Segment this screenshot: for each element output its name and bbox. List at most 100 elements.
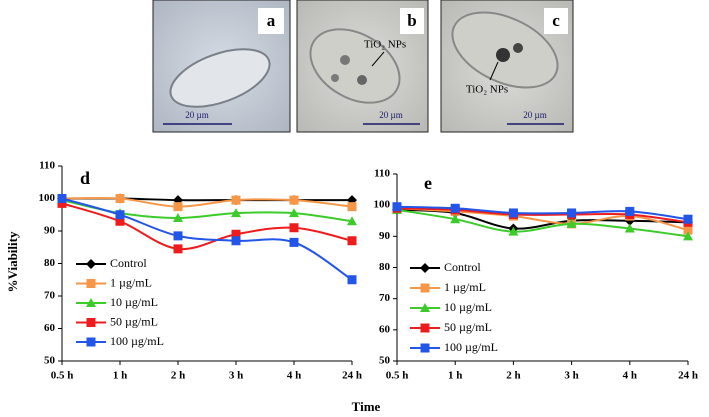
marker: [347, 236, 357, 246]
y-tick-label: 60: [379, 323, 391, 335]
label-box: [400, 8, 424, 34]
scale-label: 20 µm: [185, 110, 208, 120]
marker: [231, 236, 241, 246]
marker: [625, 206, 635, 216]
marker: [347, 202, 357, 212]
marker: [289, 208, 299, 218]
legend-label: 1 µg/mL: [444, 280, 486, 294]
x-tick-label: 3 h: [564, 370, 578, 382]
marker: [508, 208, 518, 218]
marker: [347, 275, 357, 285]
panel-label: e: [424, 173, 432, 193]
marker: [450, 203, 460, 213]
legend-label: Control: [444, 260, 481, 274]
panel-label: b: [407, 11, 416, 30]
particle: [340, 55, 350, 65]
marker: [392, 202, 402, 212]
x-tick-label: 2 h: [506, 370, 520, 382]
y-tick-label: 110: [39, 160, 55, 172]
y-tick-label: 80: [44, 257, 56, 269]
marker: [566, 218, 577, 228]
marker: [115, 210, 125, 220]
particle: [357, 75, 367, 85]
legend-marker: [420, 343, 430, 353]
series-line: [396, 208, 689, 238]
marker: [57, 198, 67, 208]
marker: [289, 237, 299, 247]
marker: [173, 202, 183, 212]
panel-label: a: [267, 11, 276, 30]
x-tick-label: 4 h: [287, 370, 301, 382]
marker: [231, 195, 241, 205]
marker: [231, 208, 241, 218]
legend-label: 10 µg/mL: [110, 295, 158, 309]
cell: [169, 48, 271, 108]
x-tick-label: 1 h: [113, 370, 127, 382]
x-tick-label: 3 h: [229, 370, 243, 382]
series-line: [396, 207, 689, 224]
x-tick-label: 24 h: [678, 370, 698, 382]
marker: [508, 226, 519, 236]
x-tick-label: 0.5 h: [386, 370, 409, 382]
scale-label: 20 µm: [379, 110, 402, 120]
legend-marker: [420, 303, 430, 312]
legend-marker: [86, 298, 96, 307]
legend-marker: [86, 318, 96, 327]
marker: [567, 208, 577, 218]
cell: [309, 28, 401, 104]
y-tick-label: 110: [374, 168, 390, 180]
legend-marker: [86, 279, 96, 288]
marker: [624, 223, 635, 233]
y-axis-label: %Viability: [5, 231, 20, 292]
legend-label: Control: [110, 256, 147, 270]
y-tick-label: 80: [379, 261, 391, 273]
legend-label: 50 µg/mL: [444, 320, 492, 334]
y-tick-label: 100: [374, 199, 391, 211]
scale-label: 20 µm: [523, 110, 546, 120]
marker: [231, 229, 241, 239]
y-tick-label: 50: [379, 355, 391, 367]
y-tick-label: 60: [44, 322, 56, 334]
marker: [173, 231, 183, 241]
particle: [496, 48, 510, 62]
legend-marker: [420, 283, 430, 293]
legend-marker: [86, 337, 96, 347]
annotation: TiO₂ NPs: [466, 84, 508, 96]
marker: [683, 231, 693, 241]
marker: [57, 194, 67, 203]
arrow: [371, 51, 385, 67]
marker: [289, 223, 299, 233]
marker: [115, 194, 125, 203]
micrograph: c TiO₂ NPs 20 µm: [440, 0, 574, 133]
micrograph: b TiO₂ NPs 20 µm: [296, 0, 429, 133]
marker: [173, 244, 183, 254]
legend-marker: [86, 259, 96, 269]
annotation: TiO₂ NPs: [364, 39, 406, 51]
x-tick-label: 0.5 h: [51, 370, 74, 382]
legend-marker: [420, 263, 430, 273]
series-line: [61, 197, 353, 281]
y-tick-label: 70: [379, 292, 391, 304]
panel-label: d: [80, 168, 90, 188]
charts: 50 60 70 80 90 100 110 0.5 h 1 h 2 h 3 h 4 h 24 h d Ti…: [5, 160, 698, 414]
series-line: [396, 207, 689, 232]
series-line: [396, 208, 689, 230]
y-tick-label: 90: [379, 230, 391, 242]
x-axis-label: Time: [352, 399, 381, 414]
label-box: [258, 8, 284, 34]
marker: [347, 216, 357, 226]
particle: [331, 74, 339, 82]
legend-label: 10 µg/mL: [444, 300, 492, 314]
arrow: [489, 61, 499, 81]
label-box: [544, 8, 568, 34]
marker: [683, 225, 693, 235]
panel-label: c: [552, 11, 560, 30]
legend-marker: [420, 323, 430, 333]
x-tick-label: 2 h: [171, 370, 185, 382]
legend-label: 100 µg/mL: [444, 340, 498, 354]
marker: [289, 195, 299, 205]
y-tick-label: 90: [44, 225, 56, 237]
micrograph: a 20 µm: [152, 0, 291, 133]
marker: [173, 213, 183, 222]
